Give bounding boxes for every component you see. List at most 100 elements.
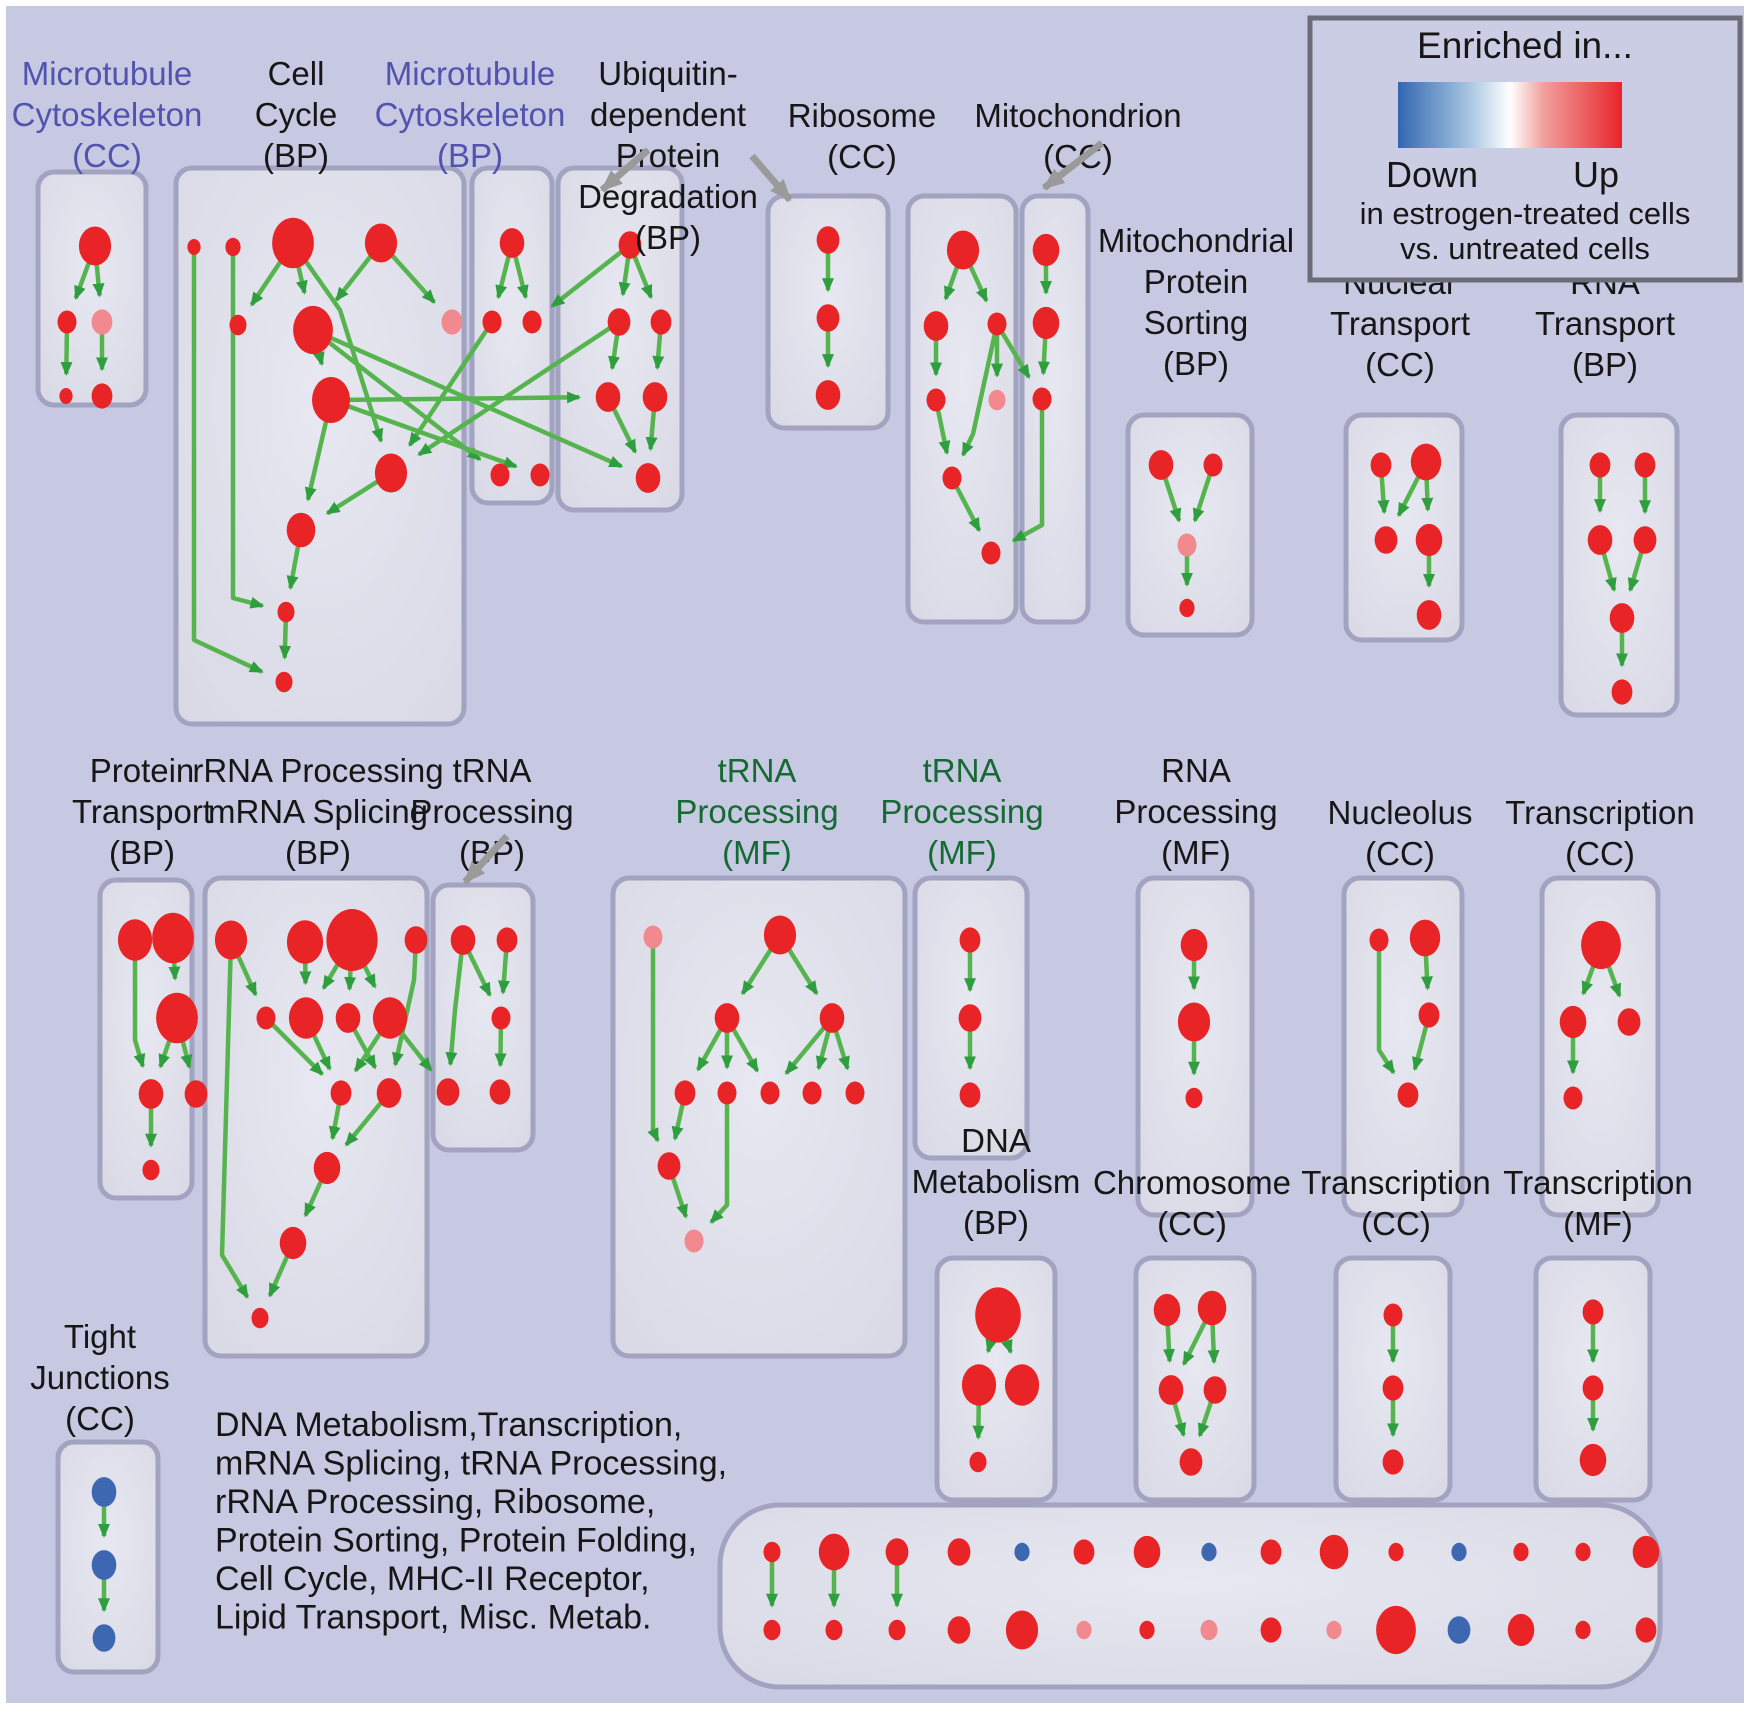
cluster-label-rna_transport-line1: Transport: [1535, 305, 1675, 342]
go-node-transcription_cc_top-1: [1559, 1005, 1587, 1039]
go-node-misc-16: [825, 1619, 843, 1641]
cluster-box-rna_transport: [1558, 412, 1680, 718]
go-node-misc-20: [1076, 1620, 1092, 1640]
go-node-misc-17: [888, 1619, 906, 1641]
go-node-trna_mf_large-10: [684, 1229, 704, 1253]
go-node-protein_transport-4: [184, 1080, 208, 1108]
go-node-misc-22: [1200, 1619, 1218, 1641]
edge-rrna_mrna-0-12: [219, 939, 250, 1299]
cross-edge-ubiquitin_left-microtubule_bp: [550, 243, 632, 308]
cluster-label-rrna_mrna-line0: rRNA Processing: [192, 752, 443, 789]
go-node-misc-6: [1133, 1535, 1161, 1569]
go-node-cell_cycle-8: [374, 453, 408, 493]
go-node-transcription_mf-2: [1579, 1443, 1607, 1477]
go-node-chromosome-2: [1158, 1375, 1184, 1405]
go-node-rna_processing_mf-2: [1185, 1087, 1203, 1109]
misc-category-text-line5: Lipid Transport, Misc. Metab.: [215, 1599, 652, 1637]
go-node-ubiquitin_right-2: [815, 380, 841, 410]
go-node-rrna_mrna-10: [313, 1151, 341, 1185]
cross-edge-cell_cycle-microtubule_bp: [311, 328, 482, 462]
cluster-label-ribosome-line1: (CC): [827, 138, 897, 175]
go-node-ribosome-1: [923, 311, 949, 341]
edge-trna_mf_large-0-9: [647, 937, 660, 1143]
cluster-box-nucleolus: [1341, 875, 1465, 1218]
go-node-rrna_mrna-3: [404, 926, 428, 954]
go-node-rrna_mrna-2: [326, 909, 378, 971]
trna-bp-arrow-icon: [462, 833, 510, 885]
go-node-mito_protein_sorting-2: [1177, 533, 1197, 557]
go-node-misc-18: [947, 1616, 971, 1644]
cross-edge-microtubule_bp-cell_cycle: [407, 320, 494, 447]
go-node-ribosome-5: [942, 466, 962, 490]
cluster-label-nuclear_transport-line1: Transport: [1330, 305, 1470, 342]
cluster-box-misc: [717, 1502, 1663, 1690]
go-node-microtubule_bp-2: [522, 310, 542, 334]
cluster-label-nucleolus-line0: Nucleolus: [1328, 794, 1473, 831]
go-node-trna_bp-2: [491, 1006, 511, 1030]
go-node-nuclear_transport-4: [1416, 600, 1442, 630]
go-node-protein_transport-1: [152, 912, 194, 964]
cluster-label-dna_metabolism-line1: Metabolism: [912, 1163, 1081, 1200]
cluster-label-protein_transport-line0: Protein: [90, 752, 195, 789]
cluster-label-ubiquitin_left-line2: Protein: [616, 137, 721, 174]
go-node-ubiquitin_right-0: [816, 226, 840, 254]
go-node-nucleolus-1: [1409, 919, 1441, 957]
edge-nucleolus-0-3: [1376, 940, 1396, 1075]
go-node-chromosome-4: [1179, 1448, 1203, 1476]
nodes-layer: [57, 217, 1660, 1655]
cluster-box-nuclear_transport: [1343, 412, 1465, 643]
go-node-microtubule_cc-4: [91, 383, 113, 409]
cluster-label-dna_metabolism-line2: (BP): [963, 1204, 1029, 1241]
go-node-rna_transport-3: [1633, 526, 1657, 554]
cluster-label-microtubule_cc-line0: Microtubule: [22, 55, 193, 92]
cross-edge-cell_cycle-ubiquitin_left: [312, 327, 624, 469]
cluster-label-nuclear_transport-line2: (CC): [1365, 346, 1435, 383]
misc-category-text-line3: Protein Sorting, Protein Folding,: [215, 1522, 697, 1560]
go-node-ribosome-6: [981, 541, 1001, 565]
edge-cell_cycle-2-8: [291, 241, 384, 443]
cross-edge-ubiquitin_left-cell_cycle: [417, 320, 621, 457]
go-node-microtubule_bp-0: [499, 228, 525, 258]
go-node-rna_processing_mf-1: [1177, 1002, 1211, 1042]
go-node-rrna_mrna-9: [376, 1078, 402, 1108]
go-node-misc-19: [1005, 1610, 1039, 1650]
cluster-label-cell_cycle-line1: Cycle: [255, 96, 338, 133]
cluster-label-trna_bp-line1: Processing: [410, 793, 573, 830]
go-node-cell_cycle-1: [225, 237, 241, 257]
cluster-box-ribosome: [905, 193, 1019, 625]
go-node-trna_bp-0: [450, 925, 476, 955]
misc-category-text-line1: mRNA Splicing, tRNA Processing,: [215, 1445, 727, 1483]
go-node-transcription_mf-0: [1582, 1299, 1604, 1325]
go-node-cell_cycle-4: [229, 314, 247, 336]
go-node-trna_mf_large-5: [717, 1081, 737, 1105]
cluster-label-mito_protein_sorting-line1: Protein: [1144, 263, 1249, 300]
cluster-label-transcription_mf-line1: (MF): [1563, 1205, 1633, 1242]
go-node-trna_mf_large-8: [845, 1081, 865, 1105]
go-node-nuclear_transport-0: [1370, 452, 1392, 478]
go-node-nuclear_transport-2: [1374, 526, 1398, 554]
go-node-trna_mf_large-9: [657, 1152, 681, 1180]
go-node-nucleolus-0: [1369, 928, 1389, 952]
cluster-box-mitochondrion: [1019, 193, 1091, 625]
cross-edge-cell_cycle-microtubule_bp: [330, 397, 518, 469]
go-node-trna_mf_small-0: [959, 927, 981, 953]
go-node-cell_cycle-3: [364, 223, 398, 263]
cluster-label-transcription_cc_bottom-line1: (CC): [1361, 1205, 1431, 1242]
mitochondrion-arrow-icon: [1041, 140, 1105, 191]
go-node-rrna_mrna-0: [214, 920, 248, 960]
go-node-mito_protein_sorting-1: [1203, 453, 1223, 477]
cluster-label-microtubule_cc-line1: Cytoskeleton: [12, 96, 203, 133]
cluster-boxes-layer: [35, 165, 1680, 1690]
cluster-label-mito_protein_sorting-line2: Sorting: [1144, 304, 1249, 341]
misc-category-text-line4: Cell Cycle, MHC-II Receptor,: [215, 1560, 650, 1598]
go-node-rna_transport-2: [1587, 525, 1613, 555]
go-node-ribosome-4: [988, 389, 1006, 411]
cluster-label-nucleolus-line1: (CC): [1365, 835, 1435, 872]
go-node-ubiquitin_left-3: [595, 382, 621, 412]
go-node-rna_transport-5: [1611, 679, 1633, 705]
go-node-misc-4: [1014, 1542, 1030, 1562]
go-node-misc-14: [1632, 1535, 1660, 1569]
go-node-dna_metabolism-0: [975, 1287, 1021, 1343]
labels-layer: Microtubule Cytoskeleton (CC) Cell Cycle (BP)…: [12, 15, 1743, 1637]
go-node-mitochondrion-2: [1032, 387, 1052, 411]
